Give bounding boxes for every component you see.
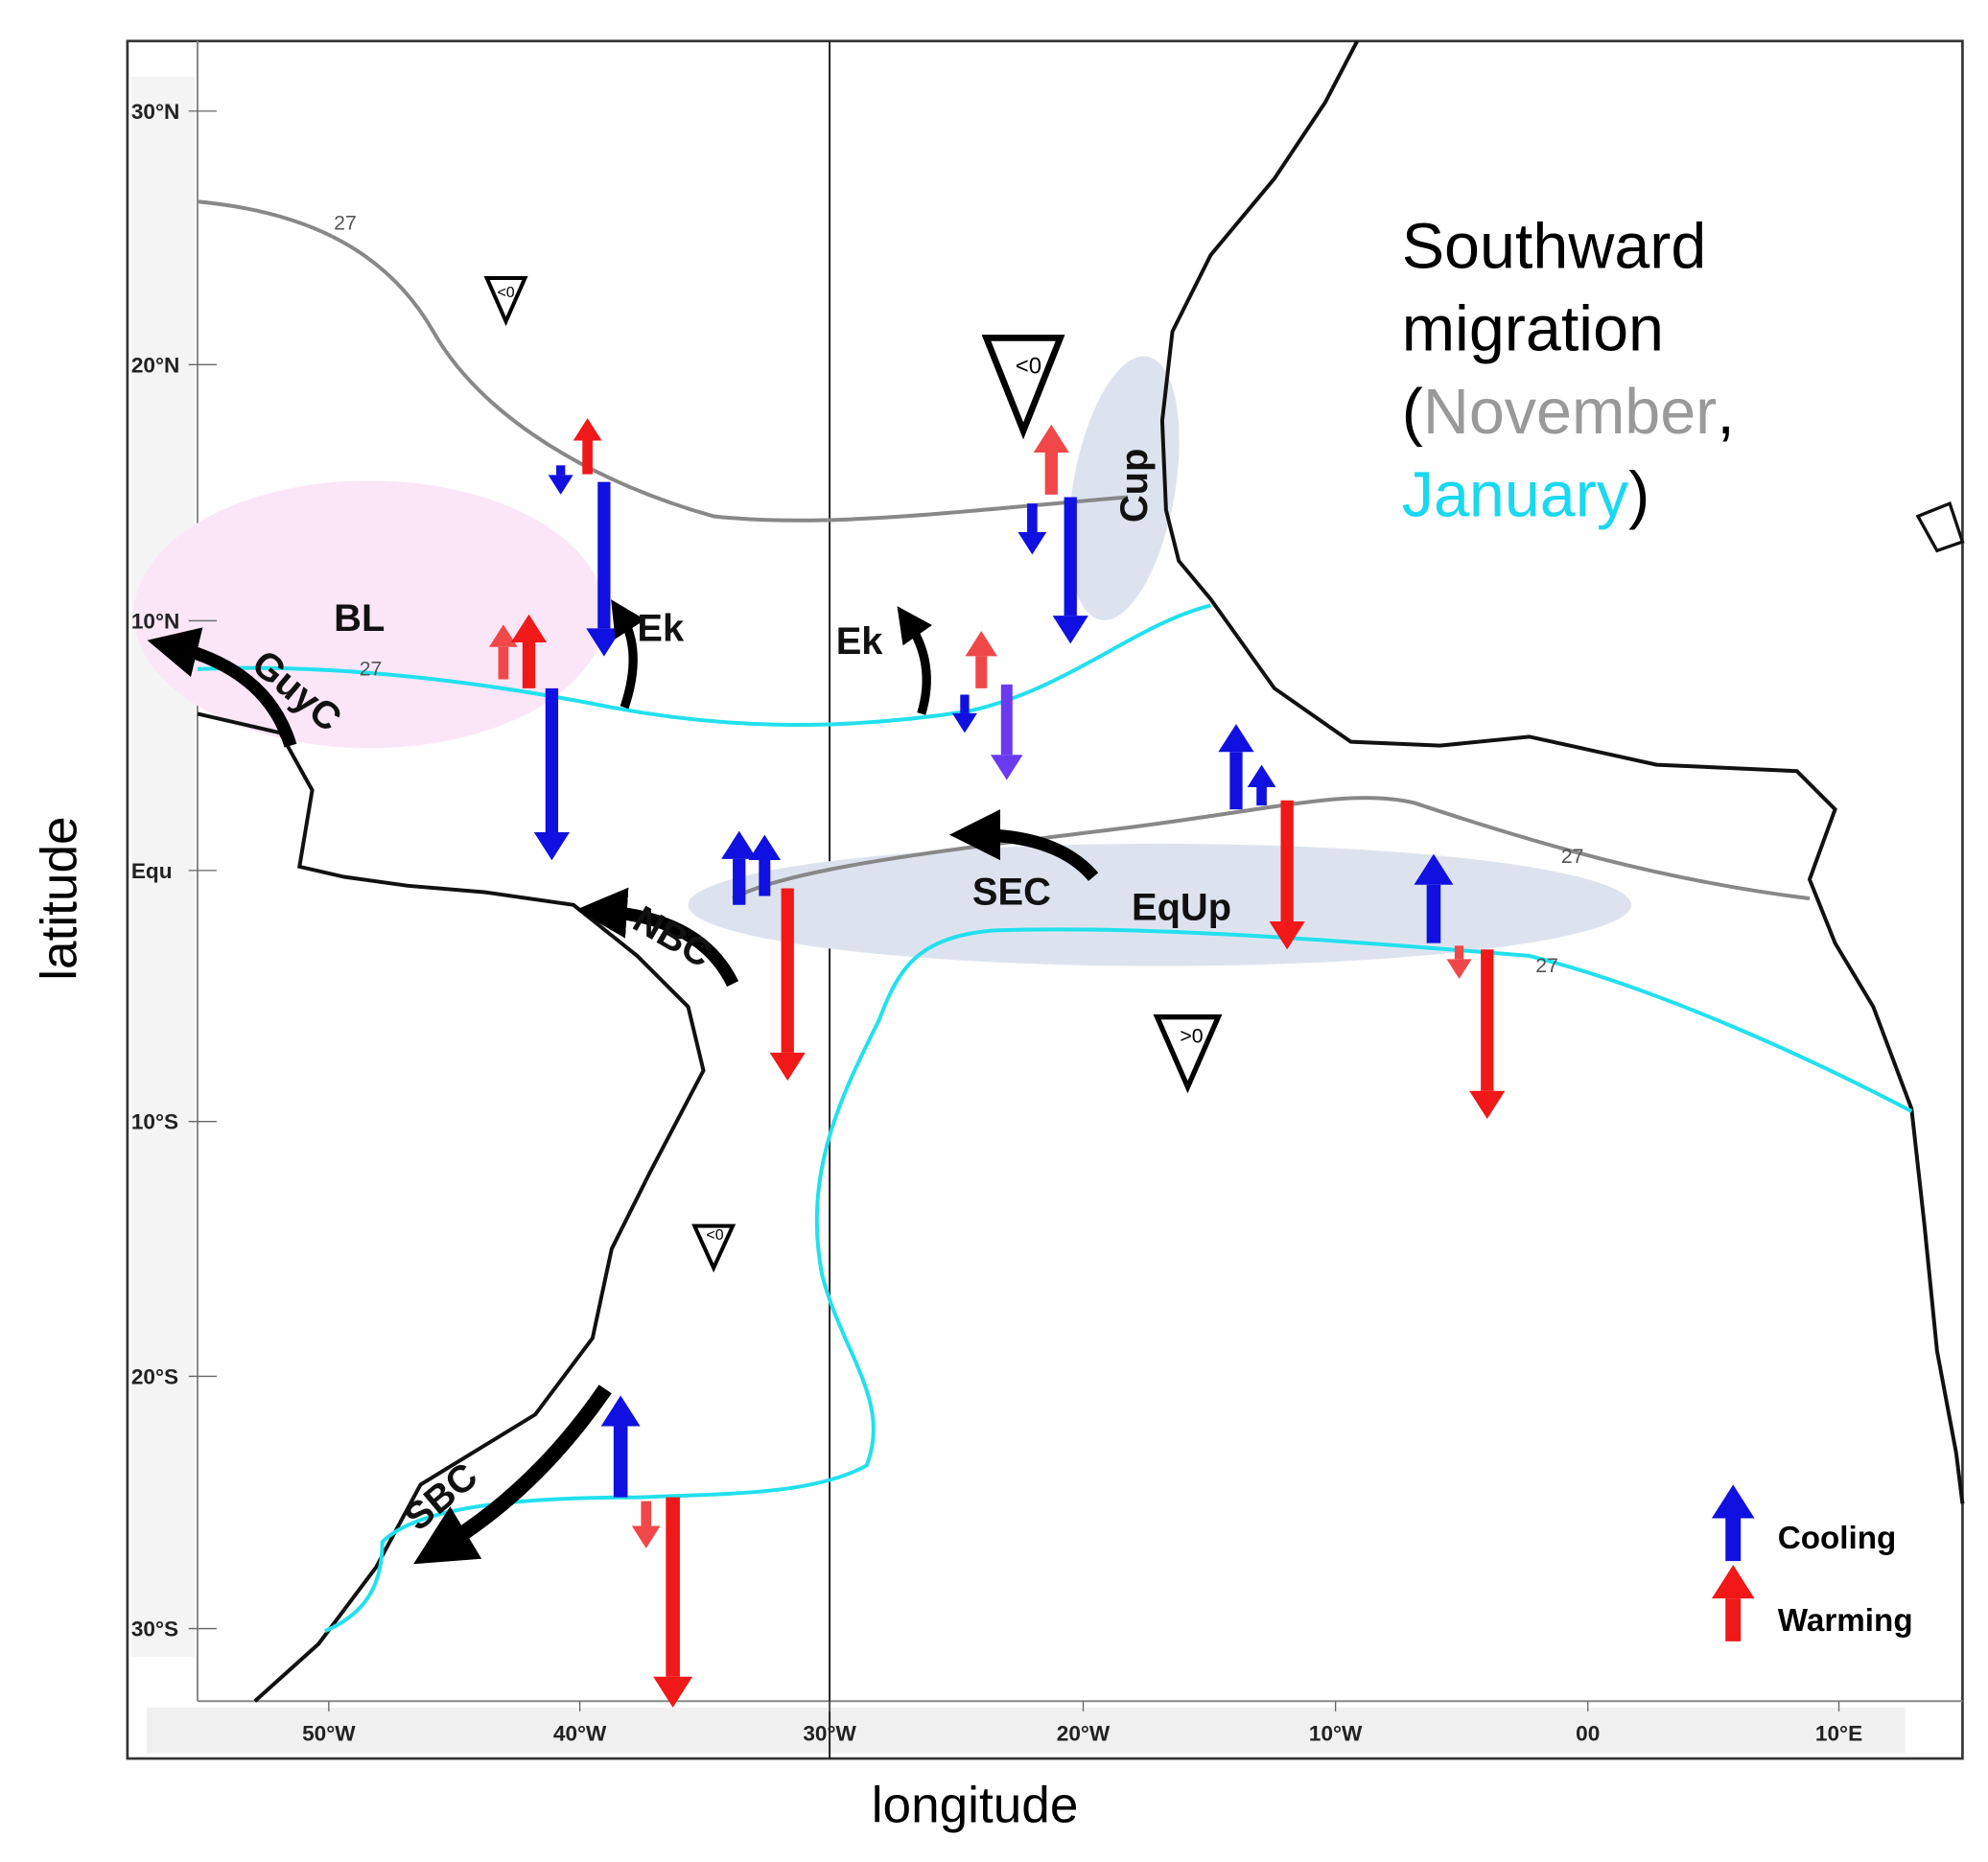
x-tick-label: 40°W xyxy=(553,1721,607,1745)
current-arrow xyxy=(948,809,1099,881)
triangle-label: <0 xyxy=(706,1227,723,1244)
contour-label: 27 xyxy=(1561,845,1584,868)
current-arrow xyxy=(897,606,933,715)
x-tick-label: 10°E xyxy=(1815,1721,1862,1745)
flux-arrow-head xyxy=(600,1395,641,1427)
title-part: November xyxy=(1423,377,1717,448)
contour-label: 27 xyxy=(334,211,357,234)
y-axis-label: latitude xyxy=(32,816,88,980)
y-tick-label: 10°N xyxy=(131,609,179,633)
y-tick-band xyxy=(130,77,196,1657)
africa-coast xyxy=(1159,39,1965,1504)
title-part: ) xyxy=(1628,459,1649,530)
flux-arrows xyxy=(489,418,1755,1708)
flux-arrow-head xyxy=(1017,531,1047,555)
y-tick-label: 10°S xyxy=(131,1110,178,1134)
current-arrow xyxy=(611,599,645,710)
y-tick-label: 20°N xyxy=(131,353,179,377)
title-line: migration xyxy=(1402,294,1664,365)
flux-arrow-head xyxy=(1052,616,1088,644)
y-tick-label: 30°N xyxy=(131,100,179,124)
region-label: SEC xyxy=(972,872,1051,914)
title-part: January xyxy=(1402,459,1629,530)
flux-arrow-head xyxy=(1446,959,1472,979)
legend-label: Warming xyxy=(1778,1603,1913,1639)
cup-region xyxy=(1068,356,1180,620)
flux-arrow-head xyxy=(951,712,977,733)
flux-arrow-head xyxy=(1711,1484,1755,1519)
current-arrow xyxy=(147,627,297,748)
triangle xyxy=(483,275,528,327)
flux-arrow-head xyxy=(1247,764,1276,787)
current-arrow xyxy=(575,887,739,988)
triangle xyxy=(981,335,1065,440)
x-tick-label: 30°W xyxy=(803,1721,856,1745)
flux-arrow-head xyxy=(548,475,573,495)
flux-arrow-head xyxy=(1269,921,1305,950)
contour-label: 27 xyxy=(360,658,383,681)
triangle xyxy=(1153,1014,1223,1094)
legend-label: Cooling xyxy=(1778,1521,1897,1556)
x-tick-label: 50°W xyxy=(302,1721,356,1745)
y-tick-label: 20°S xyxy=(131,1364,178,1388)
x-tick-label: 00 xyxy=(1576,1721,1600,1745)
november-contour xyxy=(732,796,1811,901)
region-label: EqUp xyxy=(1132,887,1231,929)
flux-arrow-head xyxy=(533,832,570,861)
region-label: BL xyxy=(334,597,385,640)
flux-arrow-head xyxy=(965,631,997,657)
flux-arrow-head xyxy=(1469,1090,1506,1120)
y-tick-label: 30°S xyxy=(131,1618,178,1641)
flux-arrow-head xyxy=(510,614,548,643)
flux-arrow-head xyxy=(1033,424,1069,454)
island xyxy=(1915,500,1965,553)
flux-arrow-head xyxy=(1711,1565,1755,1599)
x-tick-label: 10°W xyxy=(1309,1721,1363,1745)
november-contour xyxy=(197,199,1129,523)
flux-arrow-head xyxy=(1218,724,1254,753)
flux-arrow-head xyxy=(631,1525,661,1548)
triangle xyxy=(691,1223,737,1273)
january-contour xyxy=(197,603,1211,727)
region-label: Ek xyxy=(637,608,685,650)
triangle-label: <0 xyxy=(1016,354,1041,380)
region-label: Cup xyxy=(1113,449,1156,523)
flux-arrow-head xyxy=(721,830,758,859)
title-line: Southward xyxy=(1402,211,1707,282)
flux-arrow-head xyxy=(1414,853,1454,885)
title-part: ( xyxy=(1402,377,1423,448)
triangle-label: <0 xyxy=(497,285,514,301)
title-line: (November, xyxy=(1402,377,1735,448)
current-arrow xyxy=(413,1385,612,1565)
flux-arrow-head xyxy=(769,1052,806,1082)
triangle-label: >0 xyxy=(1180,1024,1203,1047)
south-america-coast xyxy=(197,711,706,1703)
equp-region xyxy=(688,843,1631,966)
flux-arrow-head xyxy=(748,834,782,860)
title-part: , xyxy=(1717,377,1734,448)
x-axis-label: longitude xyxy=(872,1778,1079,1834)
region-label: Ek xyxy=(836,620,884,663)
x-tick-band xyxy=(146,1707,1906,1754)
x-tick-label: 20°W xyxy=(1057,1721,1111,1745)
contour-label: 27 xyxy=(1535,954,1558,977)
flux-arrow-head xyxy=(489,624,518,647)
title-line: January) xyxy=(1402,459,1649,530)
flux-arrow-head xyxy=(653,1676,693,1708)
y-tick-label: Equ xyxy=(131,859,173,883)
flux-arrow-head xyxy=(573,418,602,441)
flux-arrow-head xyxy=(991,755,1023,780)
